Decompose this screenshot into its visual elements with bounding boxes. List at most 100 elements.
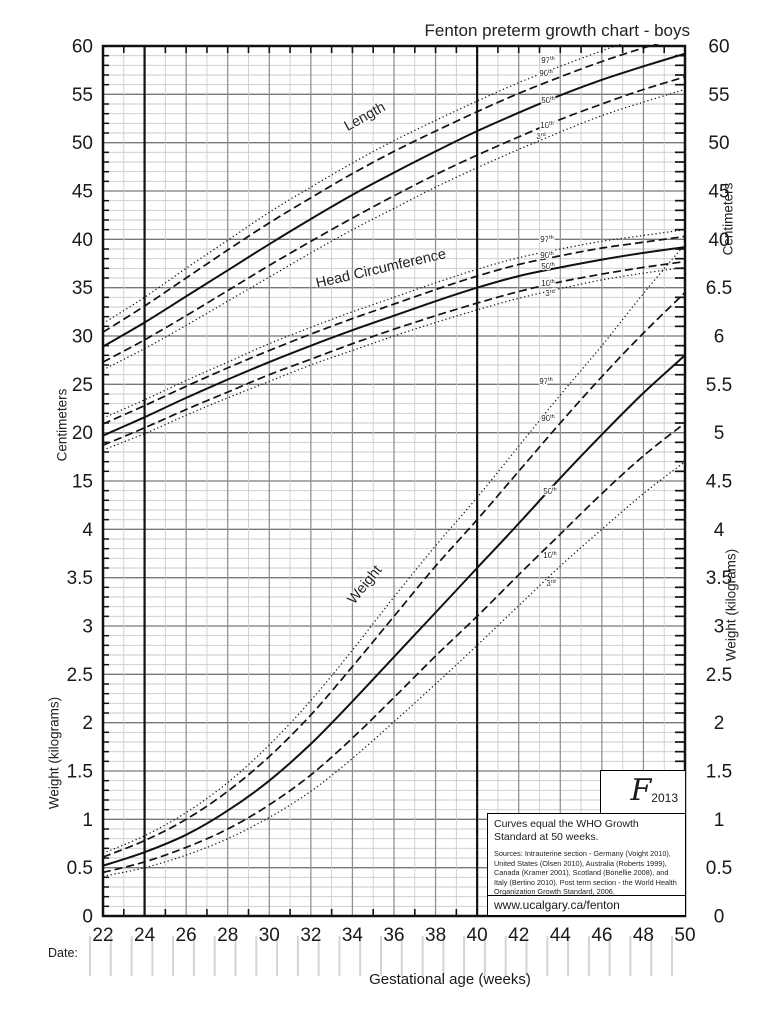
svg-text:0.5: 0.5: [706, 858, 732, 879]
svg-text:30: 30: [72, 327, 93, 348]
svg-text:40: 40: [467, 925, 488, 946]
length-10th-curve: [102, 76, 686, 363]
who-standard-note: Curves equal the WHO Growth Standard at …: [494, 818, 639, 844]
left-weight-axis-label: Weight (kilograms): [46, 696, 62, 810]
svg-text:3: 3: [82, 617, 93, 638]
svg-text:45: 45: [708, 182, 729, 203]
svg-text:10th: 10th: [540, 121, 554, 130]
svg-text:3: 3: [714, 617, 725, 638]
svg-text:1.5: 1.5: [706, 762, 732, 783]
svg-text:5: 5: [714, 423, 725, 444]
right-weight-axis-label: Weight (kilograms): [723, 548, 739, 662]
length-50th-curve: [102, 52, 686, 348]
svg-text:50: 50: [674, 925, 695, 946]
svg-text:1.5: 1.5: [67, 762, 93, 783]
svg-text:5.5: 5.5: [706, 375, 732, 396]
svg-text:3rd: 3rd: [545, 289, 554, 298]
percentile-labels: 97th90th50th10th3rd97th90th50th10th3rd97…: [535, 55, 558, 590]
svg-text:55: 55: [708, 85, 729, 106]
right-axis-tick-labels: 60 55 50 45 40 6.5 6 5.5 5 4.5 4 3.5 3 2.5 2 1.5 1 0.5 0: [706, 37, 732, 928]
svg-text:40: 40: [72, 230, 93, 251]
svg-text:50: 50: [72, 133, 93, 154]
svg-text:4: 4: [714, 520, 725, 541]
chart-title: Fenton preterm growth chart - boys: [424, 21, 690, 40]
svg-text:4.5: 4.5: [706, 472, 732, 493]
svg-text:6.5: 6.5: [706, 278, 732, 299]
svg-text:50th: 50th: [543, 487, 557, 496]
fenton-2013-logo: F2013: [600, 770, 685, 813]
logo-year: 2013: [651, 791, 678, 805]
svg-text:2: 2: [82, 713, 93, 734]
svg-text:0.5: 0.5: [67, 858, 93, 879]
svg-text:45: 45: [72, 182, 93, 203]
date-label: Date:: [48, 946, 78, 960]
head-circumference-50th-curve: [102, 246, 686, 437]
info-box: Curves equal the WHO Growth Standard at …: [487, 813, 686, 916]
svg-text:90th: 90th: [541, 414, 555, 423]
svg-text:2: 2: [714, 713, 725, 734]
svg-text:30: 30: [259, 925, 280, 946]
svg-text:46: 46: [591, 925, 612, 946]
svg-text:97th: 97th: [539, 377, 553, 386]
svg-text:50th: 50th: [541, 96, 555, 105]
svg-text:24: 24: [134, 925, 156, 946]
svg-text:6: 6: [714, 327, 725, 348]
length-97th-curve: [102, 44, 623, 324]
svg-text:3rd: 3rd: [546, 579, 555, 588]
head-circumference-10th-curve: [102, 260, 686, 446]
svg-text:15: 15: [72, 472, 93, 493]
svg-text:4: 4: [82, 520, 93, 541]
head-circumference-3rd-curve: [102, 266, 686, 451]
svg-text:42: 42: [508, 925, 529, 946]
svg-text:38: 38: [425, 925, 446, 946]
svg-text:0: 0: [82, 907, 93, 928]
svg-text:3.5: 3.5: [67, 568, 93, 589]
svg-text:50th: 50th: [541, 262, 555, 271]
svg-text:26: 26: [176, 925, 197, 946]
svg-text:60: 60: [708, 37, 729, 58]
svg-text:1: 1: [82, 810, 93, 831]
svg-text:40: 40: [708, 230, 729, 251]
plot-border: [101, 44, 687, 918]
date-ruling: [89, 936, 673, 976]
svg-text:35: 35: [72, 278, 93, 299]
svg-text:36: 36: [383, 925, 404, 946]
left-centimeters-axis-label: Centimeters: [54, 388, 70, 462]
svg-text:2.5: 2.5: [67, 665, 93, 686]
svg-text:1: 1: [714, 810, 725, 831]
svg-text:60: 60: [72, 37, 93, 58]
svg-text:97th: 97th: [541, 56, 555, 65]
svg-text:50: 50: [708, 133, 729, 154]
fenton-url: www.ucalgary.ca/fenton: [488, 895, 685, 915]
svg-text:0: 0: [714, 907, 725, 928]
x-axis-label: Gestational age (weeks): [369, 971, 531, 988]
svg-text:25: 25: [72, 375, 93, 396]
length-90th-curve: [102, 44, 660, 333]
svg-text:90th: 90th: [540, 251, 554, 260]
svg-text:20: 20: [72, 423, 93, 444]
svg-text:55: 55: [72, 85, 93, 106]
svg-text:48: 48: [633, 925, 654, 946]
svg-text:10th: 10th: [541, 279, 555, 288]
svg-text:28: 28: [217, 925, 238, 946]
weight-50th-curve: [102, 354, 686, 867]
svg-text:3.5: 3.5: [706, 568, 732, 589]
svg-text:44: 44: [550, 925, 572, 946]
x-axis-tick-labels: 22 24 26 28 30 32 34 36 38 40 42 44 46 48 50: [92, 925, 695, 946]
svg-text:3rd: 3rd: [536, 132, 545, 141]
vertical-gridlines: [123, 46, 665, 916]
svg-text:32: 32: [300, 925, 321, 946]
svg-text:10th: 10th: [543, 551, 557, 560]
svg-text:90th: 90th: [539, 69, 553, 78]
weight-10th-curve: [102, 422, 686, 874]
svg-text:34: 34: [342, 925, 364, 946]
growth-curves: [102, 44, 686, 877]
logo-letter: F: [630, 773, 652, 808]
sources-note: Sources: Intrauterine section - Germany …: [494, 849, 677, 897]
svg-text:97th: 97th: [540, 235, 554, 244]
head-circumference-90th-curve: [102, 235, 686, 425]
svg-text:2.5: 2.5: [706, 665, 732, 686]
left-axis-tick-labels: 60 55 50 45 40 35 30 25 20 15 4 3.5 3 2.5 2 1.5 1 0.5 0: [67, 37, 94, 928]
